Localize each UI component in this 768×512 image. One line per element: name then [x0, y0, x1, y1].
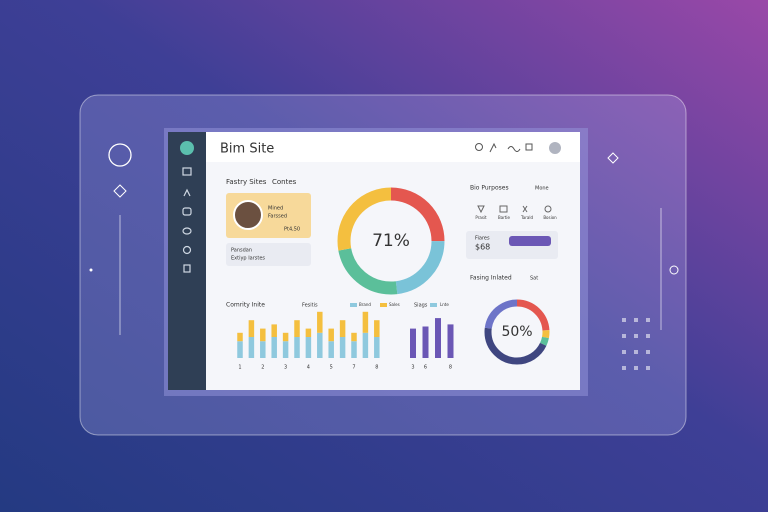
- label: Bio Purposes: [470, 185, 509, 192]
- profile-photo: [233, 200, 263, 230]
- bar: [447, 324, 454, 358]
- bar-segment: [362, 332, 369, 358]
- label: Mined: [268, 206, 283, 212]
- bar-segment: [271, 337, 277, 358]
- sidebar-icons[interactable]: [182, 167, 192, 273]
- bar-segment: [282, 332, 289, 342]
- note-card[interactable]: [226, 243, 311, 266]
- label: Farssed: [268, 214, 287, 220]
- x-tick-label: 2: [261, 365, 264, 371]
- label: Pansdan: [231, 248, 252, 254]
- label: Contes: [272, 178, 297, 186]
- bar-segment: [237, 332, 243, 342]
- decor-diamond: [113, 184, 127, 198]
- decor-circle: [108, 143, 132, 167]
- donut-segment: [484, 299, 550, 365]
- label: Pt4,50: [284, 227, 300, 233]
- x-tick-label: 3: [411, 365, 414, 371]
- bar: [422, 326, 429, 358]
- label: Brand: [359, 302, 371, 307]
- label: Bosion: [543, 215, 557, 220]
- label: Sales: [389, 302, 400, 307]
- label: Prasit: [475, 215, 487, 220]
- bar: [435, 318, 441, 358]
- x-tick-label: 7: [352, 365, 355, 371]
- bar: [410, 328, 416, 358]
- bar-segment: [351, 332, 357, 342]
- donut-segment: [484, 299, 550, 365]
- x-tick-label: 3: [284, 365, 287, 371]
- bar-segment: [260, 341, 266, 358]
- label: Siags: [414, 303, 428, 309]
- bar-segment: [294, 337, 300, 358]
- donut-label: 71%: [372, 231, 410, 251]
- label: Fastry Sites: [226, 178, 267, 186]
- bar-segment: [248, 320, 255, 337]
- x-tick-label: 8: [375, 365, 378, 371]
- bar-segment: [271, 324, 277, 337]
- label: Extiyp Iarstes: [231, 256, 265, 262]
- top-bar: [206, 132, 580, 162]
- avatar-small[interactable]: [549, 142, 561, 154]
- bar-segment: [237, 341, 243, 358]
- donut-label: 50%: [501, 324, 532, 340]
- bar-segment: [317, 332, 323, 358]
- bar-segment: [328, 328, 334, 342]
- donut-segment: [337, 187, 445, 295]
- bar-segment: [351, 341, 357, 358]
- legend-swatch: [350, 303, 357, 307]
- logo[interactable]: [180, 141, 194, 155]
- label: Bartie: [498, 215, 511, 220]
- bar-segment: [362, 311, 369, 333]
- decor-diamond: [607, 152, 619, 164]
- bar-segment: [248, 337, 255, 358]
- donut-segment: [484, 299, 550, 365]
- label: Fesitis: [302, 303, 318, 309]
- label: Tarald: [520, 215, 533, 220]
- label: Mone: [535, 186, 549, 192]
- bar-segment: [317, 311, 323, 333]
- x-tick-label: 8: [449, 365, 452, 371]
- label: Fiares: [475, 236, 490, 242]
- decor-circle: [669, 265, 679, 275]
- bar-segment: [305, 337, 312, 358]
- decor-dots: [622, 318, 650, 370]
- legend-swatch: [380, 303, 387, 307]
- balance-button[interactable]: [509, 236, 551, 246]
- label: Comrity Inite: [226, 302, 265, 309]
- bar-segment: [282, 341, 289, 358]
- bar-segment: [339, 320, 346, 337]
- bar-segment: [260, 328, 266, 342]
- bar-segment: [374, 337, 380, 358]
- decor-dot: [89, 268, 93, 272]
- bar-segment: [374, 320, 380, 337]
- x-tick-label: 4: [307, 365, 310, 371]
- bar-segment: [294, 320, 300, 337]
- bar-segment: [328, 341, 334, 358]
- donut-segment: [337, 187, 445, 295]
- label: Fasing Inlated: [470, 275, 512, 282]
- x-tick-label: 6: [424, 365, 427, 371]
- purpose-icons[interactable]: [477, 205, 552, 214]
- sidebar: [168, 132, 206, 390]
- label: Sat: [530, 276, 538, 282]
- legend-swatch: [430, 303, 437, 307]
- x-tick-label: 5: [330, 365, 333, 371]
- bar-segment: [339, 337, 346, 358]
- toolbar-icons[interactable]: [475, 142, 533, 153]
- label: $68: [475, 243, 490, 252]
- x-tick-label: 1: [238, 365, 241, 371]
- label: Lnte: [440, 302, 449, 307]
- bar-segment: [305, 328, 312, 337]
- app-title: Bim Site: [220, 142, 274, 157]
